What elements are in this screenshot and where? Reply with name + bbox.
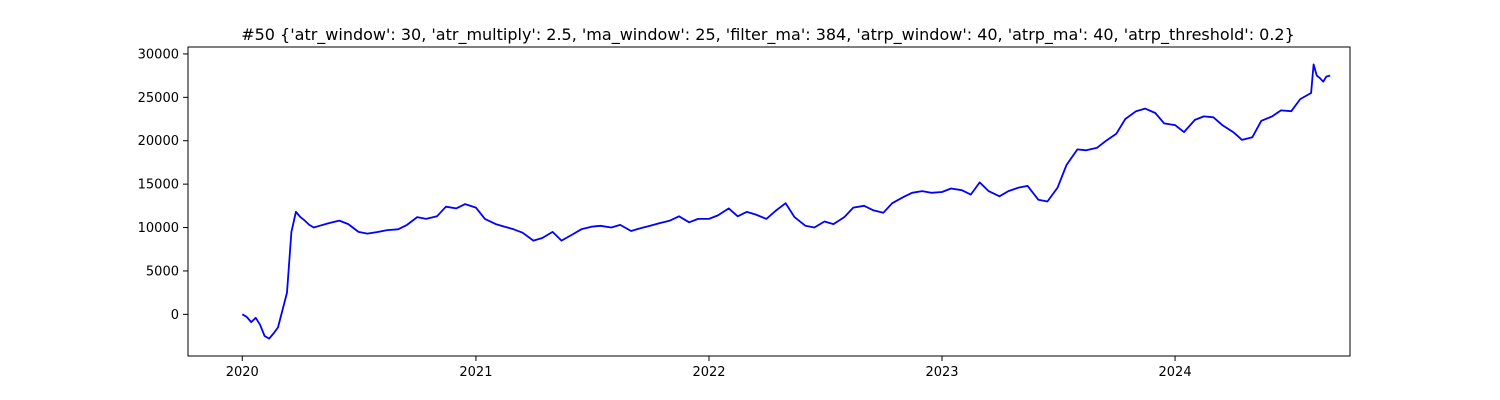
y-tick-label: 15000 <box>138 178 179 193</box>
y-tick-label: 0 <box>171 308 179 323</box>
y-tick-label: 10000 <box>138 221 179 236</box>
x-tick-label: 2024 <box>1159 365 1192 380</box>
series-line-0 <box>241 63 1331 340</box>
x-tick-label: 2021 <box>459 365 492 380</box>
y-tick-label: 30000 <box>138 47 179 62</box>
y-tick-label: 20000 <box>138 134 179 149</box>
chart-title: #50 {'atr_window': 30, 'atr_multiply': 2… <box>241 25 1295 45</box>
x-tick-label: 2023 <box>925 365 958 380</box>
x-tick-label: 2022 <box>692 365 725 380</box>
x-tick-label: 2020 <box>226 365 259 380</box>
series-layer <box>241 63 1331 340</box>
y-tick-label: 5000 <box>146 264 179 279</box>
y-tick-label: 25000 <box>138 91 179 106</box>
axes-layer: 2020 2021 2022 2023 2024 0 5000 10000 15000 20000… <box>138 46 1351 380</box>
plot-frame <box>187 46 1351 357</box>
